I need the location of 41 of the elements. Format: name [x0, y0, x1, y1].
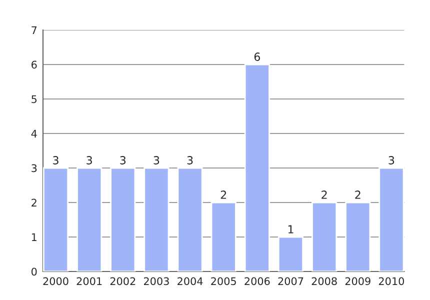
data-label: 3: [53, 156, 58, 164]
bar: [76, 167, 102, 272]
x-tick-label: 2004: [178, 277, 203, 286]
y-tick-label: 4: [31, 130, 37, 138]
x-tick-label: 2003: [144, 277, 169, 286]
x-tick-label: 2008: [312, 277, 337, 286]
bar: [278, 236, 304, 272]
x-tick-label: 2006: [244, 277, 270, 286]
bar: [345, 202, 371, 272]
x-tick-label: 2010: [378, 277, 404, 286]
y-tick-label: 3: [32, 164, 37, 172]
x-tick-label: 2000: [43, 277, 68, 286]
data-label: 1: [288, 225, 294, 234]
y-tick-label: 6: [32, 60, 37, 69]
bar: [177, 167, 203, 272]
bar: [144, 167, 170, 272]
data-label: 3: [86, 156, 92, 164]
x-tick-label: 2007: [278, 277, 304, 286]
data-label: 3: [187, 156, 193, 164]
y-tick-label: 2: [32, 198, 36, 206]
y-tick-label: 1: [32, 233, 36, 241]
data-label: 3: [120, 156, 126, 164]
y-tick-label: 7: [32, 26, 37, 34]
x-tick-label: 2001: [76, 277, 102, 286]
bar: [110, 167, 136, 272]
data-label: 3: [154, 156, 160, 164]
x-tick-label: 2002: [110, 277, 136, 286]
data-label: 2: [355, 190, 360, 199]
x-tick-label: 2005: [211, 277, 236, 286]
x-tick-label: 2009: [345, 277, 370, 286]
bar: [244, 64, 270, 272]
data-label: 2: [322, 190, 327, 199]
bar: [43, 167, 69, 272]
data-label: 6: [254, 52, 260, 61]
bar: [378, 167, 404, 272]
y-tick-label: 5: [32, 95, 37, 104]
data-label: 2: [220, 190, 226, 199]
y-tick-label: 0: [32, 268, 37, 276]
bar: [312, 202, 338, 272]
bar: [210, 202, 236, 272]
data-label: 3: [388, 156, 394, 164]
